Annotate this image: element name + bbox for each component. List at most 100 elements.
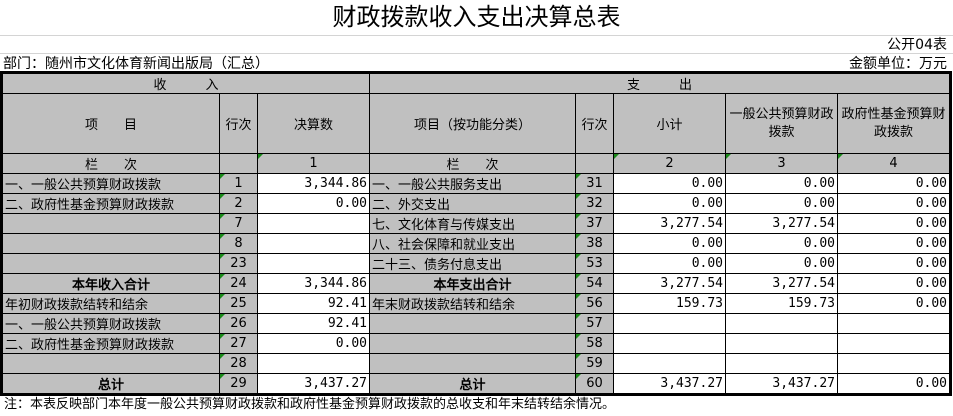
expense-row-no-cell[interactable]: 57 <box>575 313 614 334</box>
expense-item-cell[interactable]: 八、社会保障和就业支出 <box>369 233 576 254</box>
expense-subtotal-cell[interactable] <box>613 353 726 374</box>
income-item-header: 项 目 <box>2 93 220 154</box>
table-row: 7 七、文化体育与传媒支出 37 3,277.54 3,277.54 0.00 <box>2 213 950 234</box>
expense-row-no-cell[interactable]: 38 <box>575 233 614 254</box>
expense-subtotal-cell[interactable] <box>613 313 726 334</box>
income-amount-cell[interactable] <box>257 253 370 274</box>
income-amount-cell[interactable] <box>257 213 370 234</box>
income-item-cell[interactable]: 年初财政拨款结转和结余 <box>2 293 220 314</box>
table-row: 二、政府性基金预算财政拨款 2 0.00 二、外交支出 32 0.00 0.00 0.00 <box>2 193 950 214</box>
expense-subtotal-cell[interactable]: 3,437.27 <box>613 373 726 394</box>
expense-item-cell[interactable]: 二十三、债务付息支出 <box>369 253 576 274</box>
expense-general-budget-cell[interactable]: 0.00 <box>725 193 838 214</box>
expense-subtotal-cell[interactable]: 3,277.54 <box>613 213 726 234</box>
income-amount-cell[interactable]: 0.00 <box>257 193 370 214</box>
income-amount-cell[interactable] <box>257 233 370 254</box>
expense-gov-fund-cell[interactable]: 0.00 <box>837 213 950 234</box>
income-amount-cell[interactable]: 3,437.27 <box>257 373 370 394</box>
income-amount-cell[interactable]: 3,344.86 <box>257 173 370 194</box>
expense-gov-fund-cell[interactable]: 0.00 <box>837 293 950 314</box>
expense-row-no-cell[interactable]: 32 <box>575 193 614 214</box>
expense-general-budget-cell[interactable] <box>725 353 838 374</box>
income-row-no-cell[interactable]: 25 <box>219 293 258 314</box>
expense-subtotal-cell[interactable]: 0.00 <box>613 173 726 194</box>
income-item-cell[interactable]: 一、一般公共预算财政拨款 <box>2 313 220 334</box>
department-label: 部门：随州市文化体育新闻出版局（汇总） <box>3 56 269 72</box>
income-row-no-cell[interactable]: 29 <box>219 373 258 394</box>
expense-gov-fund-cell[interactable]: 0.00 <box>837 373 950 394</box>
expense-gov-fund-cell[interactable]: 0.00 <box>837 273 950 294</box>
income-row-no-cell[interactable]: 23 <box>219 253 258 274</box>
expense-subtotal-cell[interactable]: 0.00 <box>613 253 726 274</box>
expense-row-no-cell[interactable]: 58 <box>575 333 614 354</box>
expense-item-cell[interactable]: 二、外交支出 <box>369 193 576 214</box>
expense-gov-fund-cell[interactable]: 0.00 <box>837 253 950 274</box>
expense-item-cell[interactable]: 年末财政拨款结转和结余 <box>369 293 576 314</box>
page-title: 财政拨款收入支出决算总表 <box>332 3 621 31</box>
income-item-cell[interactable]: 总计 <box>2 373 220 394</box>
column-label: 栏 次 <box>2 153 220 174</box>
expense-gov-fund-cell[interactable]: 0.00 <box>837 173 950 194</box>
expense-item-cell[interactable]: 七、文化体育与传媒支出 <box>369 213 576 234</box>
expense-subtotal-cell[interactable]: 0.00 <box>613 233 726 254</box>
expense-gov-fund-cell[interactable] <box>837 353 950 374</box>
form-number: 公开04表 <box>887 37 947 53</box>
expense-general-budget-cell[interactable] <box>725 313 838 334</box>
expense-row-no-cell[interactable]: 56 <box>575 293 614 314</box>
income-item-cell[interactable]: 二、政府性基金预算财政拨款 <box>2 333 220 354</box>
expense-item-cell[interactable] <box>369 313 576 334</box>
expense-general-budget-cell[interactable]: 0.00 <box>725 253 838 274</box>
income-row-no-cell[interactable]: 26 <box>219 313 258 334</box>
expense-row-no-cell[interactable]: 60 <box>575 373 614 394</box>
income-item-cell[interactable] <box>2 253 220 274</box>
footnote: 注：本表反映部门本年度一般公共预算财政拨款和政府性基金预算财政拨款的总收支和年末… <box>4 397 616 412</box>
income-item-cell[interactable] <box>2 213 220 234</box>
expense-general-budget-cell[interactable]: 3,277.54 <box>725 213 838 234</box>
expense-general-budget-cell[interactable]: 3,277.54 <box>725 273 838 294</box>
expense-row-no-cell[interactable]: 59 <box>575 353 614 374</box>
expense-gov-fund-cell[interactable]: 0.00 <box>837 193 950 214</box>
expense-subtotal-cell[interactable]: 3,277.54 <box>613 273 726 294</box>
income-amount-cell[interactable]: 92.41 <box>257 313 370 334</box>
income-row-no-cell[interactable]: 27 <box>219 333 258 354</box>
expense-item-cell[interactable]: 一、一般公共服务支出 <box>369 173 576 194</box>
income-row-no-cell[interactable]: 7 <box>219 213 258 234</box>
table-row: 年初财政拨款结转和结余 25 92.41 年末财政拨款结转和结余 56 159.73 159… <box>2 293 950 314</box>
income-row-no-cell[interactable]: 2 <box>219 193 258 214</box>
income-row-no-cell[interactable]: 28 <box>219 353 258 374</box>
expense-gov-fund-cell[interactable] <box>837 333 950 354</box>
expense-row-no-cell[interactable]: 54 <box>575 273 614 294</box>
income-item-cell[interactable] <box>2 233 220 254</box>
expense-subtotal-cell[interactable]: 0.00 <box>613 193 726 214</box>
expense-item-cell[interactable]: 本年支出合计 <box>369 273 576 294</box>
income-row-no-cell[interactable]: 24 <box>219 273 258 294</box>
expense-gov-fund-cell[interactable] <box>837 313 950 334</box>
expense-general-budget-cell[interactable]: 0.00 <box>725 233 838 254</box>
income-amount-cell[interactable]: 0.00 <box>257 333 370 354</box>
table-row: 28 59 <box>2 353 950 374</box>
expense-subtotal-cell[interactable] <box>613 333 726 354</box>
expense-row-no-cell[interactable]: 37 <box>575 213 614 234</box>
expense-gov-fund-cell[interactable]: 0.00 <box>837 233 950 254</box>
income-item-cell[interactable]: 一、一般公共预算财政拨款 <box>2 173 220 194</box>
expense-item-cell[interactable] <box>369 353 576 374</box>
table-row: 一、一般公共预算财政拨款 26 92.41 57 <box>2 313 950 334</box>
expense-general-budget-cell[interactable]: 159.73 <box>725 293 838 314</box>
expense-item-cell[interactable]: 总计 <box>369 373 576 394</box>
expense-row-no-cell[interactable]: 53 <box>575 253 614 274</box>
income-amount-cell[interactable] <box>257 353 370 374</box>
income-amount-cell[interactable]: 3,344.86 <box>257 273 370 294</box>
column-number: 1 <box>257 153 370 174</box>
expense-general-budget-cell[interactable] <box>725 333 838 354</box>
expense-row-no-cell[interactable]: 31 <box>575 173 614 194</box>
expense-general-budget-cell[interactable]: 3,437.27 <box>725 373 838 394</box>
expense-item-cell[interactable] <box>369 333 576 354</box>
income-item-cell[interactable]: 二、政府性基金预算财政拨款 <box>2 193 220 214</box>
income-item-cell[interactable] <box>2 353 220 374</box>
expense-general-budget-cell[interactable]: 0.00 <box>725 173 838 194</box>
expense-subtotal-cell[interactable]: 159.73 <box>613 293 726 314</box>
income-row-no-cell[interactable]: 8 <box>219 233 258 254</box>
income-amount-cell[interactable]: 92.41 <box>257 293 370 314</box>
income-item-cell[interactable]: 本年收入合计 <box>2 273 220 294</box>
income-row-no-cell[interactable]: 1 <box>219 173 258 194</box>
